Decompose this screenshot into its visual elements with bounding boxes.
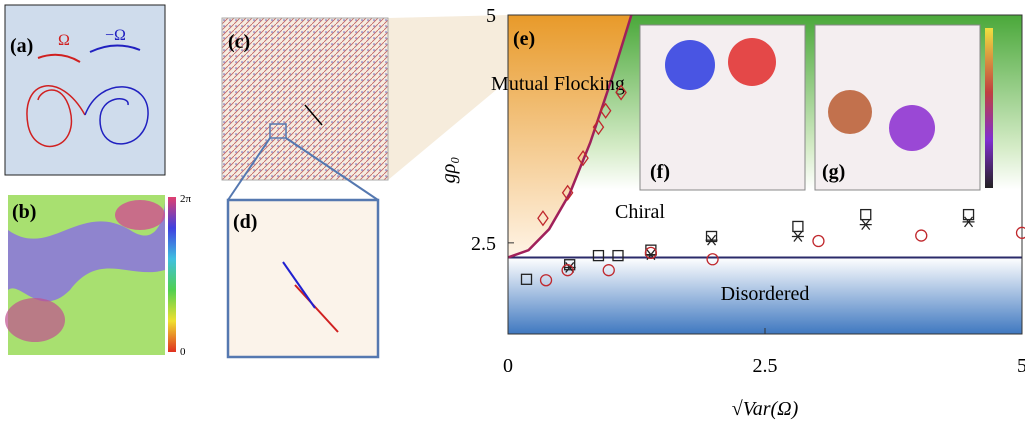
phase-domain	[5, 298, 65, 342]
figure: (a) Ω −Ω (b) 2π 0 (c) (d) (e) Mutual Floc…	[0, 0, 1025, 425]
colorbar	[168, 197, 176, 352]
y-axis-label: gρ₀	[438, 157, 460, 184]
zoom-wedge	[388, 15, 508, 180]
y-tick-label: 5	[486, 5, 496, 27]
panel-label: (b)	[12, 201, 36, 223]
inset-colorbar	[985, 28, 993, 188]
blue-cluster	[665, 40, 715, 90]
omega-label: Ω	[58, 32, 70, 49]
x-tick-label: 5	[1017, 355, 1025, 377]
annotation: Mutual Flocking	[491, 73, 625, 95]
phase-domain	[115, 200, 165, 230]
x-axis-label: √Var(Ω)	[732, 398, 799, 420]
y-tick-label: 2.5	[471, 233, 496, 255]
panel-label: (c)	[228, 31, 250, 53]
colorbar-label: 2π	[180, 193, 192, 205]
annotation: Disordered	[721, 283, 810, 305]
panel-label: (d)	[233, 211, 257, 233]
x-tick-label: 0	[503, 355, 513, 377]
red-cluster	[728, 38, 776, 86]
colorbar-label: 0	[180, 346, 186, 358]
omega-label: −Ω	[105, 27, 126, 44]
annotation: Chiral	[615, 201, 665, 223]
purple-cluster	[889, 105, 935, 151]
panel-label: (a)	[10, 35, 33, 57]
annotation: (g)	[822, 161, 845, 183]
annotation: (f)	[650, 161, 670, 183]
orange-cluster	[828, 90, 872, 134]
panel-a	[5, 5, 165, 175]
annotation: (e)	[513, 28, 535, 50]
x-tick-label: 2.5	[753, 355, 778, 377]
